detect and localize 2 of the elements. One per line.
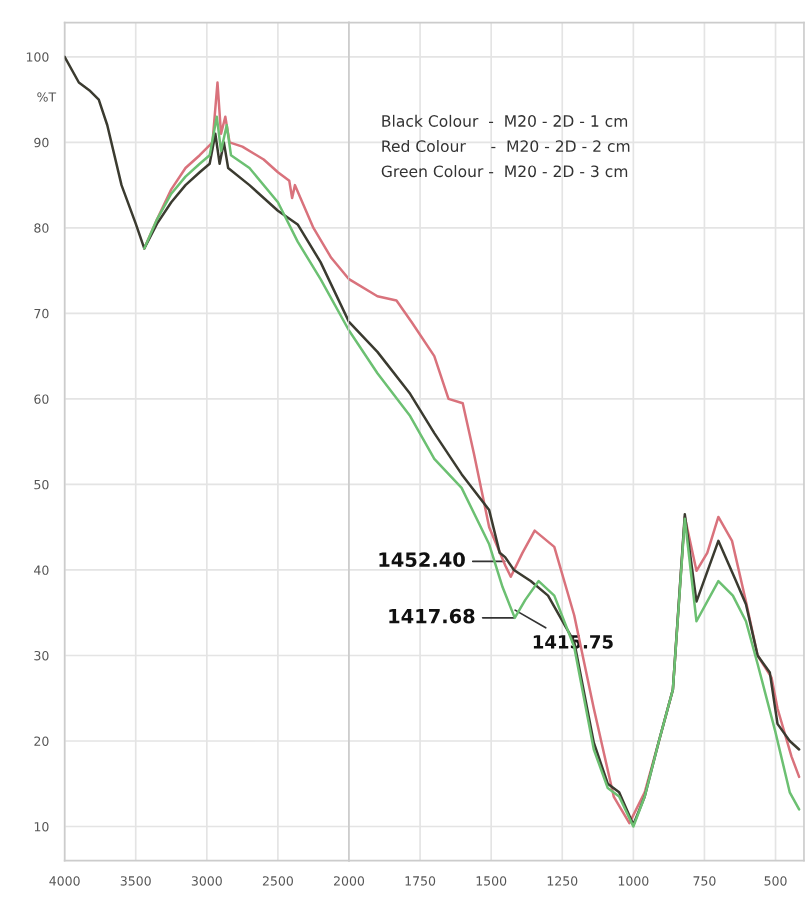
annotation: 1452.40 <box>379 552 465 568</box>
annotation: 1417.68 <box>389 608 475 624</box>
